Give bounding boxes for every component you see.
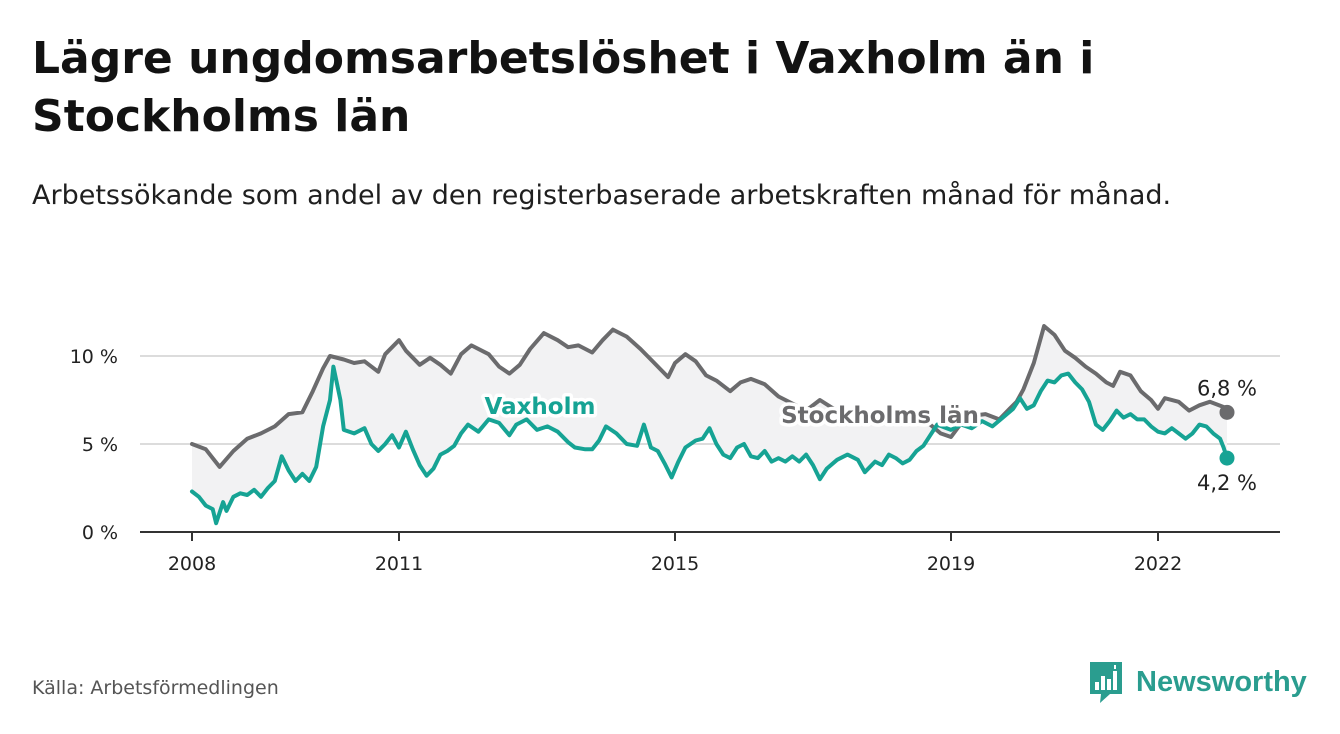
chart-title: Lägre ungdomsarbetslöshet i Vaxholm än i… [32, 33, 1095, 142]
x-tick-label: 2011 [375, 553, 423, 575]
source-note: Källa: Arbetsförmedlingen [32, 677, 279, 699]
brand-logo: Newsworthy [1088, 660, 1307, 704]
x-axis: 2008 2011 2015 2019 2022 [140, 531, 1280, 575]
x-tick-label: 2008 [168, 553, 216, 575]
series-line-vaxholm [190, 364, 1229, 526]
line-chart: 0 % 5 % 10 % 2008 2011 2015 2019 2022 6,8 % 4,2… [70, 324, 1280, 575]
end-point-stockholm [1219, 404, 1235, 420]
chart-subtitle: Arbetssökande som andel av den registerb… [32, 180, 1172, 211]
series-lines [190, 324, 1235, 526]
end-point-vaxholm [1219, 450, 1235, 466]
x-tick-label: 2019 [927, 553, 975, 575]
x-tick-label: 2022 [1134, 553, 1182, 575]
x-tick-label: 2015 [651, 553, 699, 575]
y-tick-label: 5 % [82, 434, 118, 456]
end-label-stockholm: 6,8 % [1197, 376, 1257, 400]
y-tick-label: 10 % [70, 346, 118, 368]
newsworthy-logo-icon [1090, 662, 1122, 703]
series-line-stockholm [190, 324, 1229, 469]
series-label-stockholm: Stockholms län [781, 403, 979, 429]
series-label-vaxholm: Vaxholm [485, 394, 596, 420]
end-label-vaxholm: 4,2 % [1197, 471, 1257, 495]
brand-name: Newsworthy [1136, 665, 1307, 698]
labels: 6,8 % 4,2 % Vaxholm Stockholms län [481, 376, 1257, 495]
y-tick-label: 0 % [82, 522, 118, 544]
